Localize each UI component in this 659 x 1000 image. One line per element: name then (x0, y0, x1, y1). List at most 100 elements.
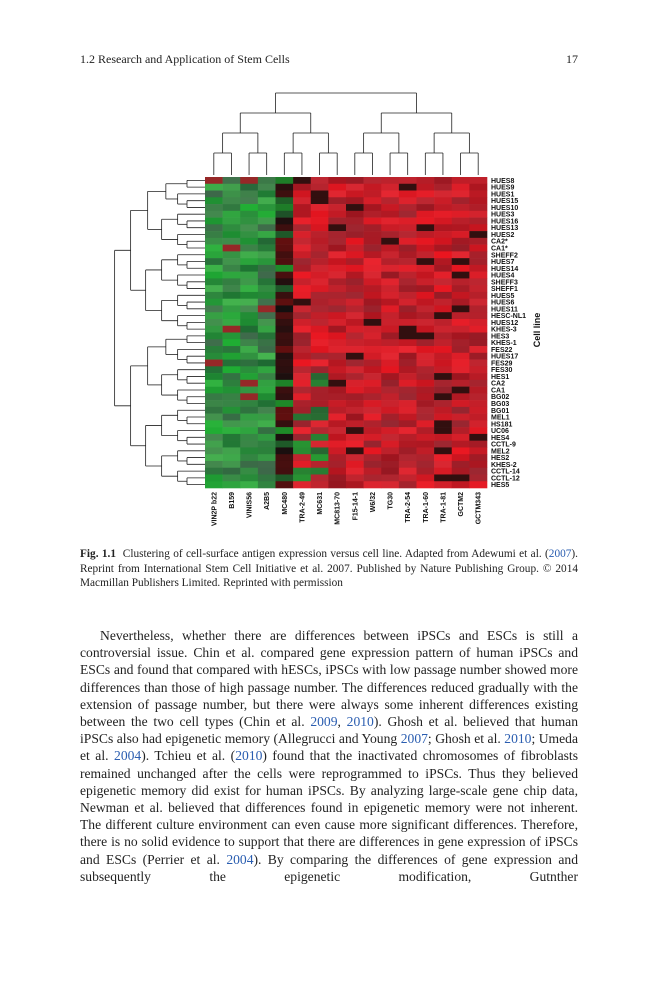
heatmap-cell (222, 177, 241, 185)
heatmap-cell (416, 406, 435, 414)
heatmap-cell (398, 325, 417, 333)
heatmap-cell (328, 325, 347, 333)
text-run: ). By comparing the differences of gene … (80, 851, 578, 884)
row-label: CA1 (491, 387, 505, 394)
heatmap-cell (293, 467, 312, 475)
heatmap-cell (434, 298, 453, 306)
row-label: HUES4 (491, 273, 514, 280)
heatmap-cell (451, 183, 470, 191)
heatmap-cell (398, 420, 417, 428)
heatmap-cell (451, 440, 470, 448)
citation-link[interactable]: 2004 (226, 851, 254, 867)
citation-link[interactable]: 2004 (114, 748, 142, 764)
heatmap-cell (451, 373, 470, 381)
heatmap-cell (398, 224, 417, 232)
heatmap-cell (275, 359, 294, 367)
heatmap-cell (469, 217, 488, 225)
heatmap-cell (257, 210, 276, 218)
heatmap-cell (240, 433, 259, 441)
heatmap-cell (293, 237, 312, 245)
heatmap-cell (451, 231, 470, 239)
heatmap-cell (469, 386, 488, 394)
heatmap-cell (346, 339, 364, 347)
heatmap-cell (416, 264, 435, 272)
citation-link[interactable]: 2010 (235, 748, 263, 764)
heatmap-cell (222, 373, 241, 381)
citation-link[interactable]: 2010 (346, 714, 374, 730)
heatmap-cell (222, 379, 241, 387)
heatmap-cell (346, 366, 364, 374)
heatmap-cell (222, 346, 241, 354)
row-label: FES29 (491, 360, 513, 367)
heatmap-cell (240, 224, 259, 232)
heatmap-cell (240, 285, 259, 293)
heatmap-cell (469, 291, 488, 299)
heatmap-cell (310, 386, 329, 394)
heatmap-cell (451, 413, 470, 421)
heatmap-cell (434, 258, 453, 266)
heatmap-cell (275, 400, 294, 408)
heatmap-cell (363, 298, 382, 306)
citation-link[interactable]: 2007 (400, 731, 428, 747)
heatmap-cell (328, 474, 347, 482)
heatmap-cell (328, 224, 347, 232)
heatmap-cell (416, 197, 435, 205)
heatmap-cell (363, 325, 382, 333)
heatmap-cell (451, 271, 470, 279)
row-label: HS181 (491, 421, 513, 428)
heatmap-cell (240, 231, 259, 239)
heatmap-cell (346, 413, 364, 421)
citation-link[interactable]: 2009 (310, 714, 338, 730)
column-label: TRA-1-60 (423, 492, 430, 523)
heatmap-cell (275, 224, 294, 232)
heatmap-cell (310, 251, 329, 259)
heatmap-cell (257, 352, 276, 360)
heatmap-cell (416, 393, 435, 401)
heatmap-cell (469, 474, 488, 482)
heatmap-cell (328, 264, 347, 272)
heatmap-cell (240, 366, 259, 374)
heatmap-cell (328, 332, 347, 340)
heatmap-cell (434, 251, 453, 259)
heatmap-cell (434, 339, 453, 347)
heatmap-cell (363, 190, 382, 198)
heatmap-cell (346, 460, 364, 469)
heatmap-cell (434, 204, 453, 212)
heatmap-cell (398, 379, 417, 387)
citation-link[interactable]: 2007 (548, 548, 572, 560)
heatmap-cell (451, 251, 470, 259)
heatmap-cell (205, 366, 223, 374)
heatmap-cell (469, 352, 488, 360)
heatmap-cell (275, 291, 294, 299)
heatmap-cell (240, 346, 259, 354)
heatmap-cell (346, 298, 364, 306)
heatmap-cell (310, 406, 329, 414)
axis-label: Cell line (532, 313, 542, 348)
heatmap-cell (240, 264, 259, 272)
heatmap-cell (310, 197, 329, 205)
heatmap-cell (328, 285, 347, 293)
heatmap-cell (469, 258, 488, 266)
heatmap-cell (293, 285, 312, 293)
row-label: MEL2 (491, 448, 510, 455)
heatmap-cell (416, 379, 435, 387)
heatmap-cell (275, 264, 294, 272)
heatmap-cell (240, 386, 259, 394)
citation-link[interactable]: 2010 (504, 731, 532, 747)
heatmap-cell (222, 224, 241, 232)
heatmap-cell (398, 312, 417, 320)
heatmap-cell (381, 420, 400, 428)
heatmap-cell (398, 386, 417, 394)
row-label: CA1* (491, 245, 508, 252)
heatmap-cell (257, 440, 276, 448)
heatmap-cell (275, 393, 294, 401)
heatmap-cell (416, 231, 435, 239)
heatmap-cell (205, 454, 223, 462)
heatmap-cell (205, 474, 223, 482)
heatmap-cell (398, 197, 417, 205)
heatmap-cell (275, 285, 294, 293)
heatmap-cell (469, 318, 488, 327)
heatmap-cell (222, 210, 241, 218)
heatmap-cell (434, 379, 453, 387)
heatmap-cell (451, 433, 470, 441)
